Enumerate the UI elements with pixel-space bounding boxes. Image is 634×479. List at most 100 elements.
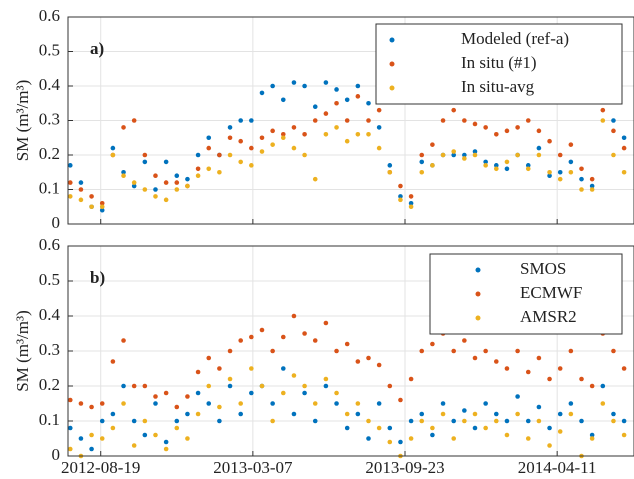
- data-point: [185, 183, 190, 189]
- data-point: [153, 401, 158, 406]
- legend-label: In situ-avg: [461, 77, 535, 96]
- data-point: [557, 152, 563, 158]
- y-tick-label: 0: [52, 213, 61, 232]
- data-point: [195, 411, 201, 417]
- data-point: [419, 159, 425, 165]
- data-point: [440, 411, 446, 417]
- data-point: [419, 169, 425, 175]
- data-point: [334, 125, 339, 130]
- data-point: [366, 355, 371, 361]
- data-point: [280, 135, 286, 141]
- y-tick-label: 0.2: [39, 144, 60, 163]
- data-point: [504, 432, 510, 438]
- data-point: [185, 436, 190, 441]
- data-point: [430, 341, 435, 347]
- data-point: [312, 104, 318, 109]
- data-point: [344, 411, 350, 417]
- data-point: [568, 142, 574, 147]
- data-point: [611, 152, 616, 158]
- data-point: [217, 152, 222, 158]
- data-point: [195, 173, 201, 178]
- data-point: [67, 397, 73, 403]
- data-point: [238, 118, 243, 123]
- x-tick-label: 2013-03-07: [213, 458, 293, 477]
- data-point: [259, 383, 265, 389]
- data-point: [536, 128, 542, 134]
- data-point: [547, 443, 552, 448]
- data-point: [302, 383, 307, 389]
- data-point: [504, 166, 510, 172]
- data-point: [280, 132, 286, 137]
- data-point: [206, 355, 212, 361]
- data-point: [515, 411, 520, 417]
- axes-frame: [67, 245, 634, 457]
- data-point: [589, 383, 595, 389]
- data-point: [611, 348, 616, 354]
- data-point: [206, 383, 212, 389]
- data-point: [621, 145, 627, 151]
- data-point: [259, 135, 265, 141]
- data-point: [387, 439, 393, 445]
- data-point: [600, 383, 606, 389]
- data-point: [206, 135, 212, 141]
- data-point: [110, 411, 116, 417]
- data-point: [451, 107, 457, 113]
- data-point: [536, 418, 542, 424]
- data-point: [579, 176, 584, 182]
- data-point: [600, 401, 606, 406]
- data-point: [312, 418, 318, 424]
- data-point: [217, 366, 222, 371]
- data-point: [259, 327, 265, 333]
- data-point: [589, 187, 595, 192]
- x-tick-label: 2013-09-23: [365, 458, 444, 477]
- data-point: [366, 118, 371, 123]
- data-point: [185, 176, 190, 182]
- y-axis-label: SM (m³/m³): [13, 80, 32, 162]
- data-point: [536, 404, 542, 410]
- data-point: [238, 138, 243, 144]
- data-point: [89, 404, 94, 410]
- data-point: [366, 132, 371, 137]
- legend-marker: [475, 291, 481, 297]
- data-point: [131, 183, 137, 189]
- data-point: [366, 100, 371, 106]
- data-point: [611, 128, 616, 134]
- data-point: [217, 169, 222, 175]
- data-point: [131, 180, 137, 185]
- data-point: [376, 425, 382, 431]
- data-point: [504, 418, 510, 424]
- data-point: [611, 411, 616, 417]
- data-point: [462, 118, 467, 123]
- y-tick-label: 0.5: [39, 270, 60, 289]
- data-point: [579, 166, 584, 172]
- data-point: [525, 418, 531, 424]
- data-point: [440, 401, 446, 406]
- data-point: [568, 411, 574, 417]
- data-point: [568, 159, 574, 165]
- data-point: [227, 376, 233, 382]
- x-tick-label: 2012-08-19: [61, 458, 140, 477]
- data-point: [536, 152, 542, 158]
- y-tick-label: 0.6: [39, 235, 60, 254]
- data-point: [67, 425, 73, 431]
- data-point: [142, 159, 148, 165]
- data-point: [621, 432, 627, 438]
- data-point: [78, 436, 84, 441]
- data-point: [621, 169, 627, 175]
- data-point: [99, 418, 105, 424]
- data-point: [344, 97, 350, 103]
- data-point: [398, 397, 403, 403]
- data-point: [557, 169, 563, 175]
- data-point: [483, 425, 488, 431]
- data-point: [312, 118, 318, 123]
- data-point: [302, 152, 307, 158]
- legend-marker: [475, 315, 481, 321]
- data-point: [589, 183, 595, 189]
- data-point: [238, 411, 243, 417]
- data-point: [419, 348, 425, 354]
- data-point: [430, 432, 435, 438]
- data-point: [195, 152, 201, 158]
- data-point: [462, 338, 467, 343]
- data-point: [153, 394, 158, 399]
- data-point: [131, 383, 137, 389]
